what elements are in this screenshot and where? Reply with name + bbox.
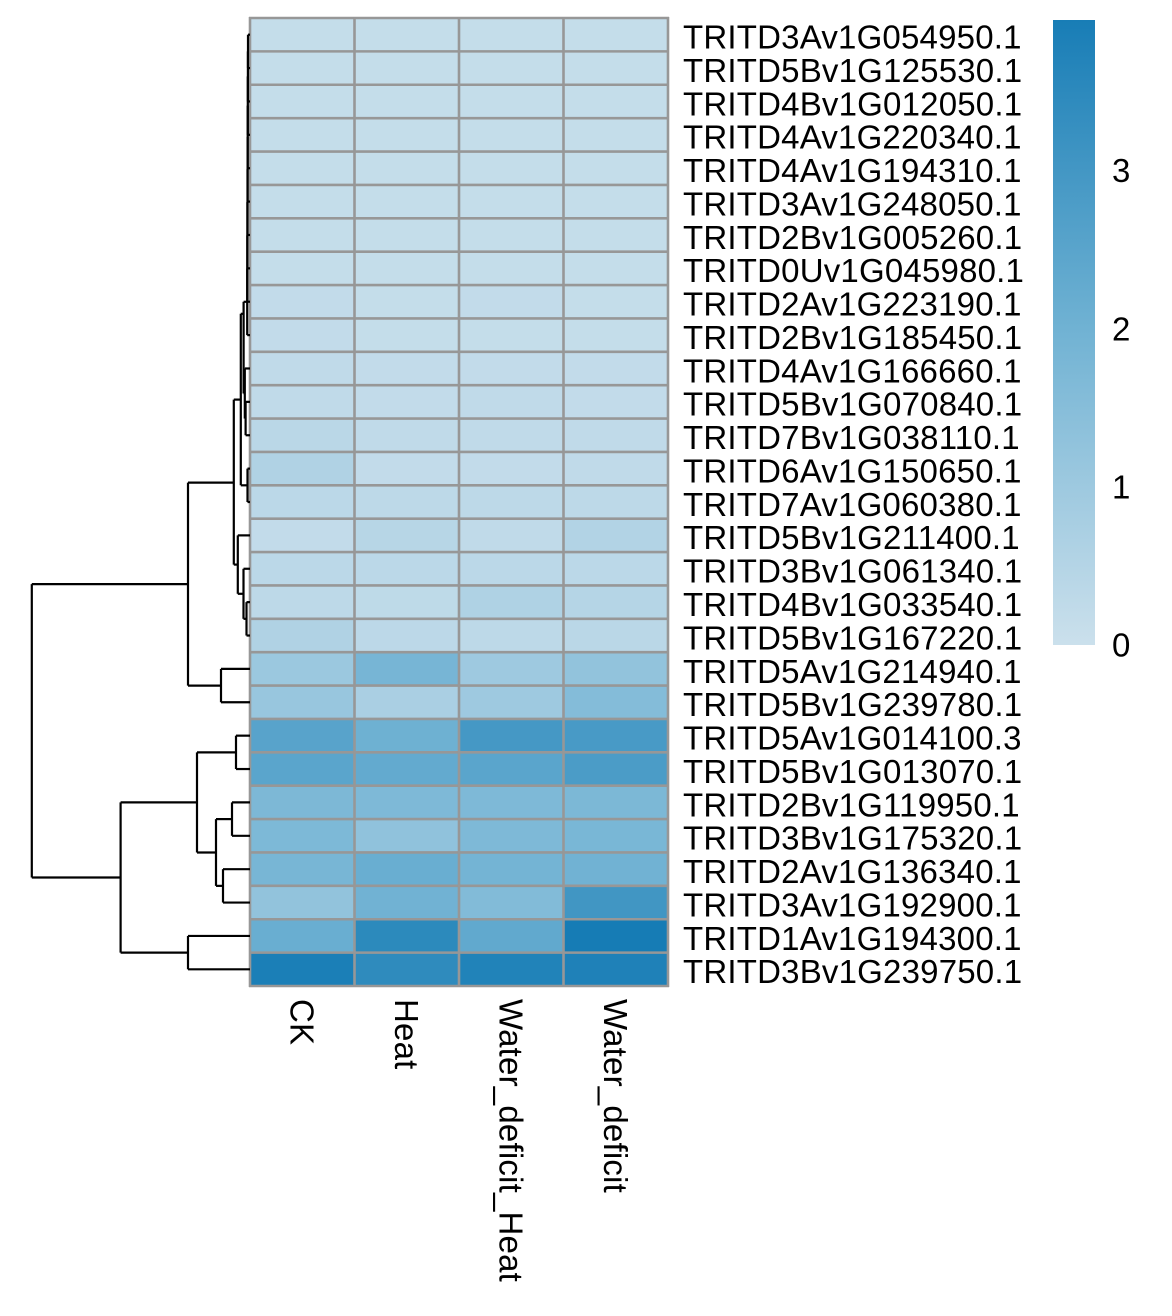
svg-text:TRITD3Av1G054950.1: TRITD3Av1G054950.1 [683, 19, 1022, 56]
svg-text:CK: CK [283, 999, 320, 1045]
svg-text:TRITD5Av1G014100.3: TRITD5Av1G014100.3 [683, 720, 1022, 757]
svg-text:TRITD3Av1G248050.1: TRITD3Av1G248050.1 [683, 185, 1022, 222]
svg-text:TRITD2Av1G136340.1: TRITD2Av1G136340.1 [683, 853, 1022, 890]
svg-text:TRITD1Av1G194300.1: TRITD1Av1G194300.1 [683, 920, 1022, 957]
svg-text:TRITD5Bv1G211400.1: TRITD5Bv1G211400.1 [683, 519, 1020, 556]
svg-text:1: 1 [1112, 468, 1131, 505]
svg-text:2: 2 [1112, 310, 1131, 347]
svg-text:TRITD2Bv1G005260.1: TRITD2Bv1G005260.1 [683, 219, 1022, 256]
svg-text:TRITD4Av1G220340.1: TRITD4Av1G220340.1 [683, 119, 1022, 156]
svg-text:TRITD5Bv1G070840.1: TRITD5Bv1G070840.1 [683, 386, 1022, 423]
svg-text:TRITD3Bv1G061340.1: TRITD3Bv1G061340.1 [683, 553, 1022, 590]
svg-text:TRITD6Av1G150650.1: TRITD6Av1G150650.1 [683, 452, 1022, 489]
svg-text:Water_deficit: Water_deficit [597, 999, 634, 1193]
svg-text:TRITD4Bv1G012050.1: TRITD4Bv1G012050.1 [683, 85, 1022, 122]
svg-text:3: 3 [1112, 152, 1131, 189]
svg-text:TRITD5Bv1G239780.1: TRITD5Bv1G239780.1 [683, 686, 1022, 723]
svg-text:TRITD2Av1G223190.1: TRITD2Av1G223190.1 [683, 286, 1022, 323]
svg-text:TRITD4Av1G194310.1: TRITD4Av1G194310.1 [683, 152, 1022, 189]
svg-text:TRITD3Bv1G175320.1: TRITD3Bv1G175320.1 [683, 820, 1022, 857]
svg-text:Water_deficit_Heat: Water_deficit_Heat [492, 999, 529, 1282]
svg-text:TRITD5Av1G214940.1: TRITD5Av1G214940.1 [683, 653, 1022, 690]
svg-text:TRITD3Av1G192900.1: TRITD3Av1G192900.1 [683, 886, 1022, 923]
svg-text:TRITD5Bv1G013070.1: TRITD5Bv1G013070.1 [683, 753, 1022, 790]
svg-text:TRITD2Bv1G185450.1: TRITD2Bv1G185450.1 [683, 319, 1022, 356]
svg-text:TRITD3Bv1G239750.1: TRITD3Bv1G239750.1 [683, 953, 1022, 990]
svg-text:TRITD5Bv1G125530.1: TRITD5Bv1G125530.1 [683, 52, 1022, 89]
svg-text:TRITD2Bv1G119950.1: TRITD2Bv1G119950.1 [683, 786, 1020, 823]
svg-text:TRITD7Bv1G038110.1: TRITD7Bv1G038110.1 [683, 419, 1020, 456]
svg-text:0: 0 [1112, 627, 1131, 664]
svg-text:TRITD0Uv1G045980.1: TRITD0Uv1G045980.1 [683, 252, 1024, 289]
svg-text:TRITD4Av1G166660.1: TRITD4Av1G166660.1 [683, 352, 1022, 389]
svg-text:TRITD5Bv1G167220.1: TRITD5Bv1G167220.1 [683, 619, 1022, 656]
svg-text:TRITD4Bv1G033540.1: TRITD4Bv1G033540.1 [683, 586, 1022, 623]
svg-text:TRITD7Av1G060380.1: TRITD7Av1G060380.1 [683, 486, 1022, 523]
svg-text:Heat: Heat [388, 999, 425, 1070]
